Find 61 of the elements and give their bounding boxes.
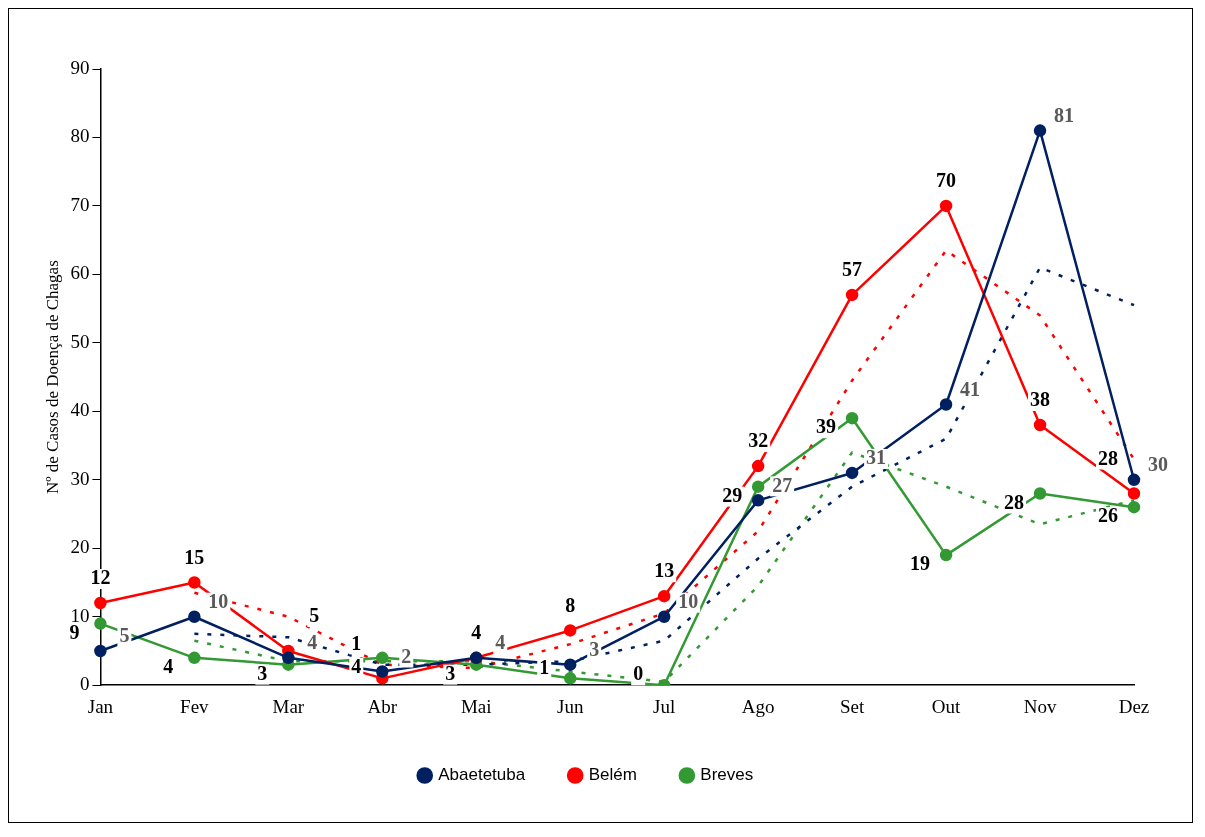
data-label: 39 [816, 415, 837, 438]
data-label: 38 [1030, 388, 1051, 411]
x-tick-label: Jul [653, 695, 676, 717]
data-label: 57 [842, 258, 863, 281]
y-tick-label: 0 [79, 673, 90, 695]
x-tick-label: Fev [180, 695, 210, 717]
data-label: 10 [678, 589, 699, 612]
data-label: 12 [90, 566, 111, 589]
data-label: 3 [589, 637, 600, 660]
legend-label: Belém [588, 765, 637, 785]
x-tick-label: Jan [87, 695, 114, 717]
data-label: 3 [257, 661, 268, 684]
legend-label: Abaetetuba [438, 765, 526, 785]
data-label: 19 [910, 552, 931, 575]
y-tick-label: 90 [70, 56, 90, 78]
data-label: 81 [1054, 103, 1075, 126]
data-label: 70 [936, 169, 957, 192]
x-tick-label: Mar [272, 695, 305, 717]
y-tick-label: 10 [70, 604, 90, 626]
data-label: 4 [307, 630, 318, 653]
data-label: 32 [748, 429, 769, 452]
data-label: 2 [401, 644, 412, 667]
data-label: 28 [1004, 490, 1025, 513]
data-label: 4 [163, 654, 174, 677]
x-tick-label: Set [839, 695, 865, 717]
data-label: 0 [633, 662, 644, 685]
x-tick-label: Nov [1023, 695, 1057, 717]
data-label: 1 [539, 655, 550, 678]
data-label: 3 [445, 661, 456, 684]
x-tick-label: Ago [741, 695, 775, 717]
y-tick-label: 80 [70, 125, 90, 147]
y-tick-label: 60 [70, 262, 90, 284]
data-label: 5 [119, 624, 130, 647]
x-tick-label: Abr [367, 695, 398, 717]
y-axis-title: Nº de Casos de Doença de Chagas [42, 260, 62, 494]
data-label: 5 [309, 604, 320, 627]
x-tick-label: Out [931, 695, 962, 717]
data-label: 26 [1098, 504, 1118, 527]
data-label: 27 [772, 473, 793, 496]
data-label: 30 [1148, 452, 1168, 475]
y-tick-label: 30 [70, 467, 90, 489]
data-label: 4 [471, 620, 482, 643]
x-tick-label: Jun [557, 695, 584, 717]
y-tick-label: 50 [70, 330, 90, 352]
data-label: 15 [184, 545, 205, 568]
data-label: 4 [351, 654, 362, 677]
data-label: 28 [1098, 446, 1118, 469]
data-label: 13 [654, 559, 675, 582]
legend-label: Breves [700, 765, 754, 785]
data-label: 41 [960, 377, 981, 400]
x-tick-label: Dez [1118, 695, 1150, 717]
data-label: 10 [208, 589, 229, 612]
y-tick-label: 40 [70, 399, 90, 421]
data-label: 4 [495, 630, 506, 653]
x-tick-label: Mai [460, 695, 492, 717]
data-label: 31 [866, 446, 887, 469]
y-tick-label: 20 [70, 536, 90, 558]
y-tick-label: 70 [70, 193, 90, 215]
data-label: 29 [722, 483, 743, 506]
data-label: 1 [351, 631, 362, 654]
data-label: 8 [565, 593, 576, 616]
